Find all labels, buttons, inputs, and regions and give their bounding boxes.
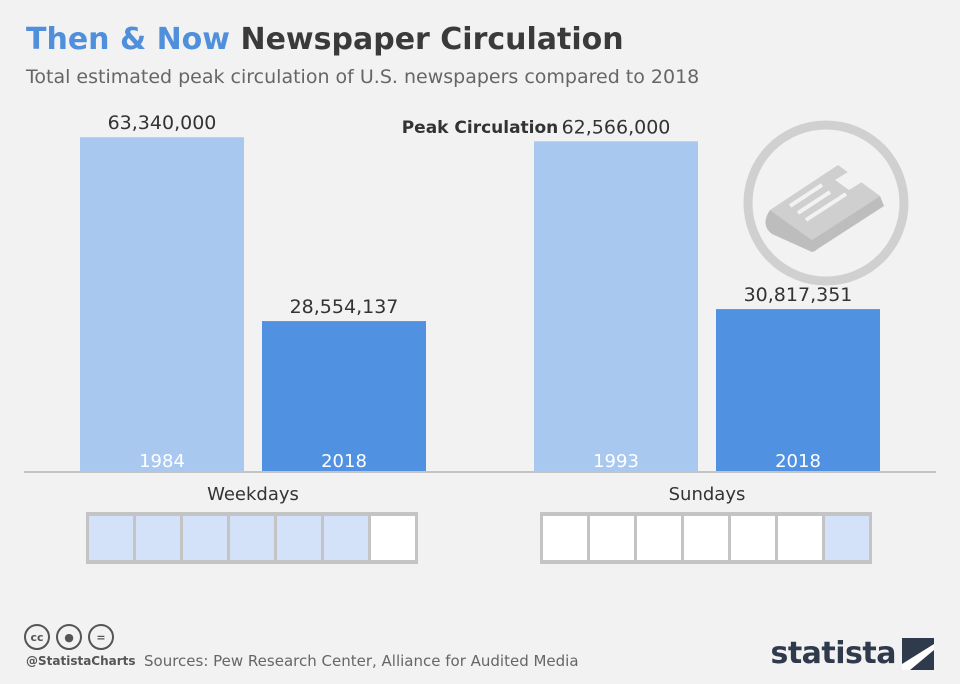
sources-note: Sources: Pew Research Center, Alliance f… — [144, 652, 579, 670]
day-cell — [778, 516, 822, 560]
statista-logo[interactable]: statista — [770, 636, 934, 671]
year-label: 1993 — [593, 451, 639, 472]
day-cell — [324, 516, 368, 560]
newspaper-icon — [743, 120, 909, 286]
day-cell — [183, 516, 227, 560]
day-cell — [637, 516, 681, 560]
category-label: Sundays — [669, 484, 746, 505]
twitter-handle[interactable]: @StatistaCharts — [26, 654, 136, 668]
statista-mark-icon — [902, 637, 934, 670]
sunday-strip — [540, 512, 872, 564]
title-accent: Then & Now — [26, 22, 231, 57]
year-label: 1984 — [139, 451, 185, 472]
value-label: 28,554,137 — [290, 296, 399, 318]
nd-icon: = — [88, 624, 114, 650]
value-label: 63,340,000 — [108, 112, 217, 134]
bar-weekdays-2018 — [262, 321, 426, 472]
bar-weekdays-1984 — [80, 137, 244, 472]
day-cell — [136, 516, 180, 560]
day-cell — [277, 516, 321, 560]
day-cell — [684, 516, 728, 560]
bar-sundays-1993 — [534, 141, 698, 472]
day-cell — [543, 516, 587, 560]
value-label: 62,566,000 — [562, 116, 671, 138]
chart-title: Then & Now Newspaper Circulation — [26, 22, 624, 57]
day-cell — [230, 516, 274, 560]
chart-subtitle: Total estimated peak circulation of U.S.… — [26, 66, 700, 88]
year-label: 2018 — [775, 451, 821, 472]
chart-caption: Peak Circulation — [401, 118, 559, 138]
year-label: 2018 — [321, 451, 367, 472]
bar-sundays-2018 — [716, 309, 880, 472]
day-cell — [731, 516, 775, 560]
title-rest: Newspaper Circulation — [240, 22, 624, 57]
category-label: Weekdays — [207, 484, 299, 505]
cc-icon: cc — [24, 624, 50, 650]
day-cell — [590, 516, 634, 560]
license-icons: cc ● = — [24, 624, 114, 650]
day-cell — [825, 516, 869, 560]
day-cell — [371, 516, 415, 560]
weekday-strip — [86, 512, 418, 564]
brand-name: statista — [770, 636, 896, 671]
value-label: 30,817,351 — [744, 284, 853, 306]
day-cell — [89, 516, 133, 560]
by-icon: ● — [56, 624, 82, 650]
